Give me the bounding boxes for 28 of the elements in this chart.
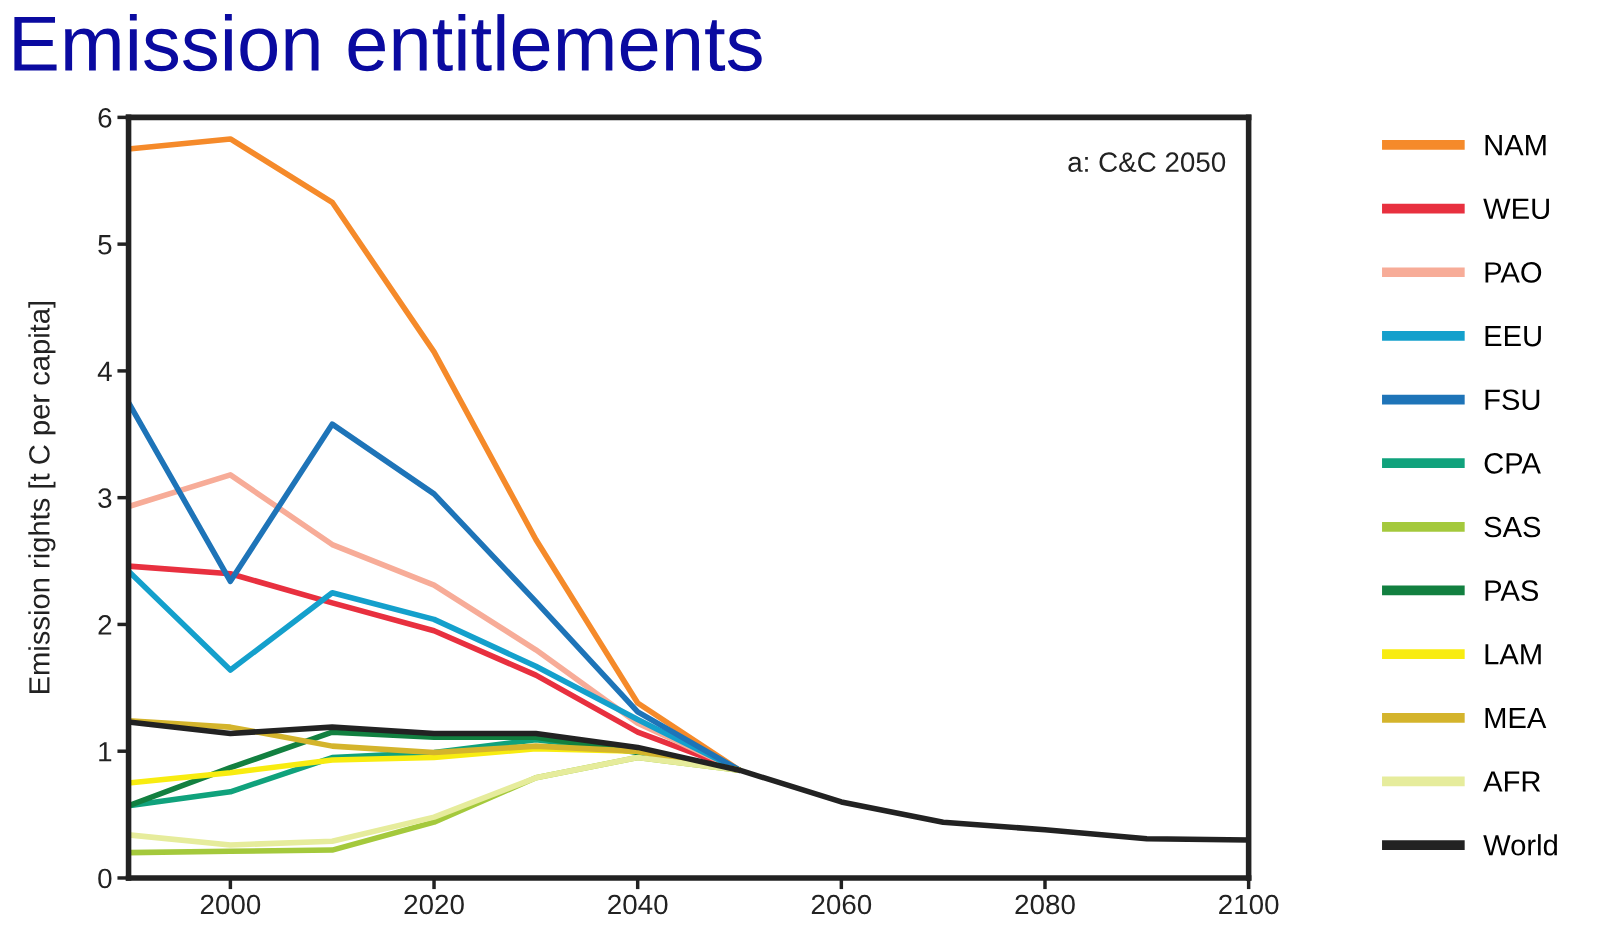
- legend-label: PAS: [1485, 580, 1539, 601]
- legend-label: LAM: [1485, 644, 1541, 665]
- legend-label: WEU: [1483, 198, 1549, 220]
- legend-label: AFR: [1483, 771, 1541, 792]
- legend-label: FSU: [1485, 389, 1540, 411]
- y-tick-label: 5: [98, 235, 112, 255]
- legend-label: NAM: [1485, 135, 1546, 156]
- y-axis-title: Emission rights [t C per capita]: [28, 301, 56, 694]
- y-tick-label: 4: [97, 361, 112, 381]
- x-tick-label: 2060: [811, 894, 872, 915]
- y-tick-label: 2: [98, 615, 112, 635]
- y-tick-label: 1: [99, 742, 112, 762]
- x-tick-label: 2080: [1015, 894, 1075, 915]
- chart-title: Emission entitlements: [14, 14, 762, 72]
- x-tick-label: 2100: [1219, 894, 1279, 915]
- legend-label: EEU: [1485, 326, 1541, 347]
- x-tick-label: 2020: [404, 894, 464, 915]
- legend-label: MEA: [1485, 707, 1547, 728]
- annotation: a: C&C 2050: [1068, 152, 1226, 173]
- legend-label: SAS: [1484, 516, 1541, 538]
- y-tick-label: 0: [98, 868, 112, 889]
- x-tick-label: 2040: [608, 894, 668, 915]
- x-tick-label: 2000: [200, 894, 261, 915]
- legend-label: World: [1483, 834, 1557, 856]
- legend-label: PAO: [1485, 262, 1542, 283]
- legend-label: CPA: [1484, 453, 1541, 474]
- y-tick-label: 3: [98, 488, 112, 509]
- y-tick-label: 6: [98, 108, 112, 128]
